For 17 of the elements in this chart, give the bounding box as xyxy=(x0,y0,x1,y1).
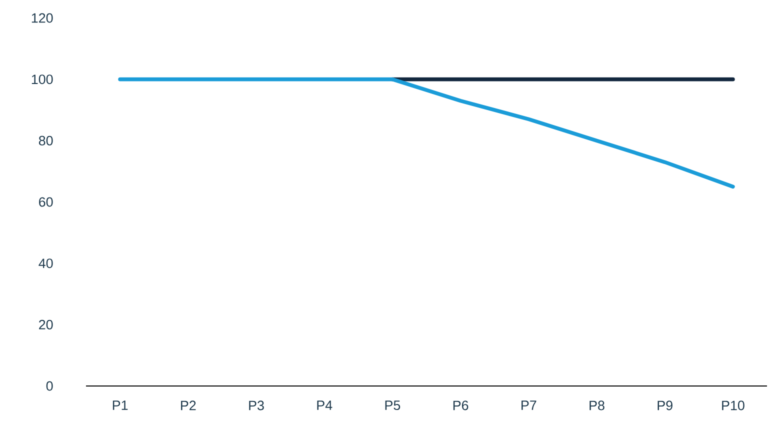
x-tick-label: P10 xyxy=(722,400,744,410)
x-tick-label: P5 xyxy=(385,400,400,410)
x-tick-label: P2 xyxy=(181,400,196,410)
x-tick-label: P4 xyxy=(317,400,332,410)
x-tick-label: P9 xyxy=(658,400,672,410)
y-tick-label: 60 xyxy=(39,197,53,207)
x-tick-label: P6 xyxy=(453,400,468,410)
y-tick-label: 0 xyxy=(46,381,53,391)
y-tick-label: 120 xyxy=(32,13,53,23)
x-tick-label: P7 xyxy=(522,400,536,410)
x-tick-label: P3 xyxy=(249,400,264,410)
x-tick-label: P8 xyxy=(590,400,604,410)
y-tick-label: 20 xyxy=(39,320,53,330)
y-tick-label: 100 xyxy=(32,74,53,84)
y-tick-label: 40 xyxy=(38,258,53,268)
y-tick-label: 80 xyxy=(38,136,53,146)
x-tick-label: P1 xyxy=(112,400,128,410)
